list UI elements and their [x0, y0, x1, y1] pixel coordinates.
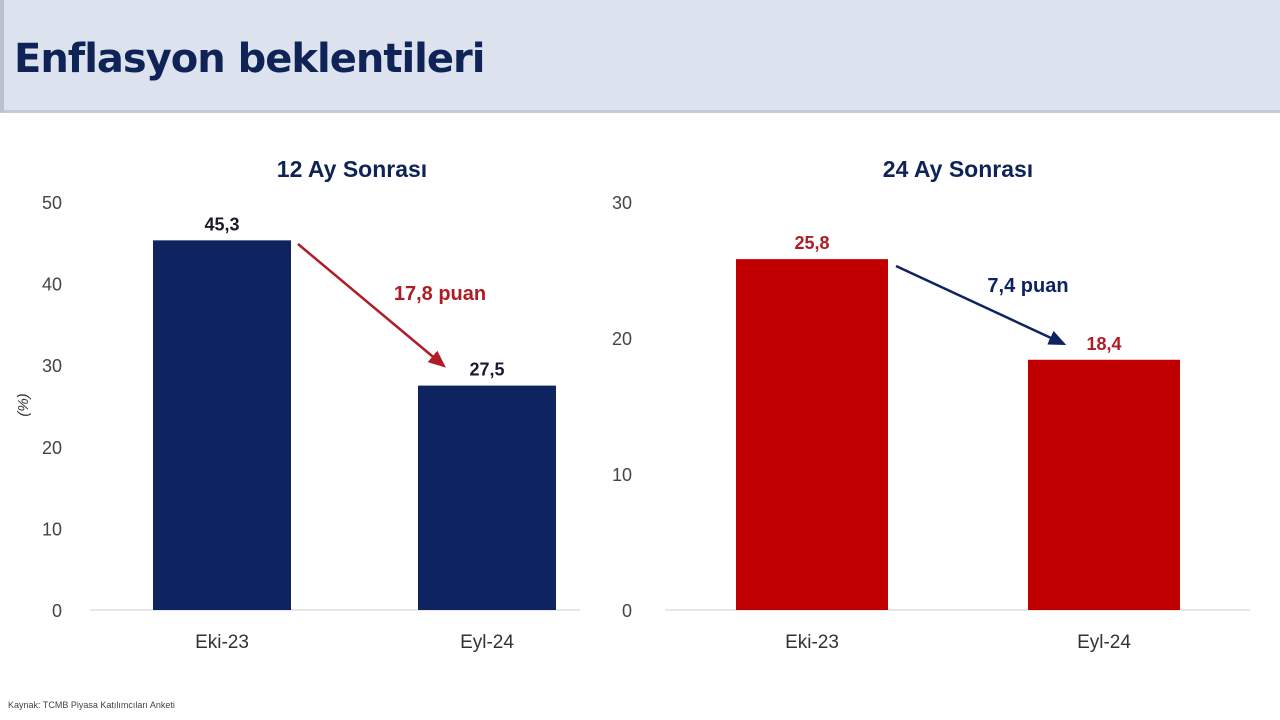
y-tick-label: 10 [42, 519, 62, 539]
bar [418, 385, 556, 610]
y-axis-label: (%) [15, 393, 32, 416]
data-label: 25,8 [794, 233, 829, 253]
page-title: Enflasyon beklentileri [14, 36, 485, 82]
chart-title: 12 Ay Sonrası [277, 156, 427, 182]
y-tick-label: 0 [622, 601, 632, 621]
data-label: 27,5 [469, 360, 504, 380]
bar [1028, 359, 1180, 610]
y-tick-label: 10 [612, 465, 632, 485]
chart-title: 24 Ay Sonrası [883, 156, 1033, 182]
bar [153, 240, 291, 611]
x-tick-label: Eyl-24 [460, 632, 514, 653]
change-arrow [297, 243, 446, 368]
y-tick-label: 0 [52, 601, 62, 621]
y-tick-label: 40 [42, 275, 62, 295]
data-label: 45,3 [204, 214, 239, 234]
change-arrow [895, 264, 1067, 346]
y-tick-label: 20 [612, 329, 632, 349]
y-tick-label: 30 [42, 356, 62, 376]
change-annotation: 7,4 puan [987, 275, 1068, 297]
bar [736, 259, 888, 610]
x-tick-label: Eki-23 [195, 632, 249, 653]
x-tick-label: Eki-23 [785, 632, 839, 653]
change-annotation: 17,8 puan [394, 283, 486, 305]
header-band: Enflasyon beklentileri [0, 0, 1280, 113]
data-label: 18,4 [1086, 334, 1121, 354]
y-tick-label: 50 [42, 193, 62, 213]
x-tick-label: Eyl-24 [1077, 632, 1131, 653]
y-tick-label: 20 [42, 438, 62, 458]
y-tick-label: 30 [612, 193, 632, 213]
source-note: Kaynak: TCMB Piyasa Katılımcıları Anketi [8, 700, 175, 710]
